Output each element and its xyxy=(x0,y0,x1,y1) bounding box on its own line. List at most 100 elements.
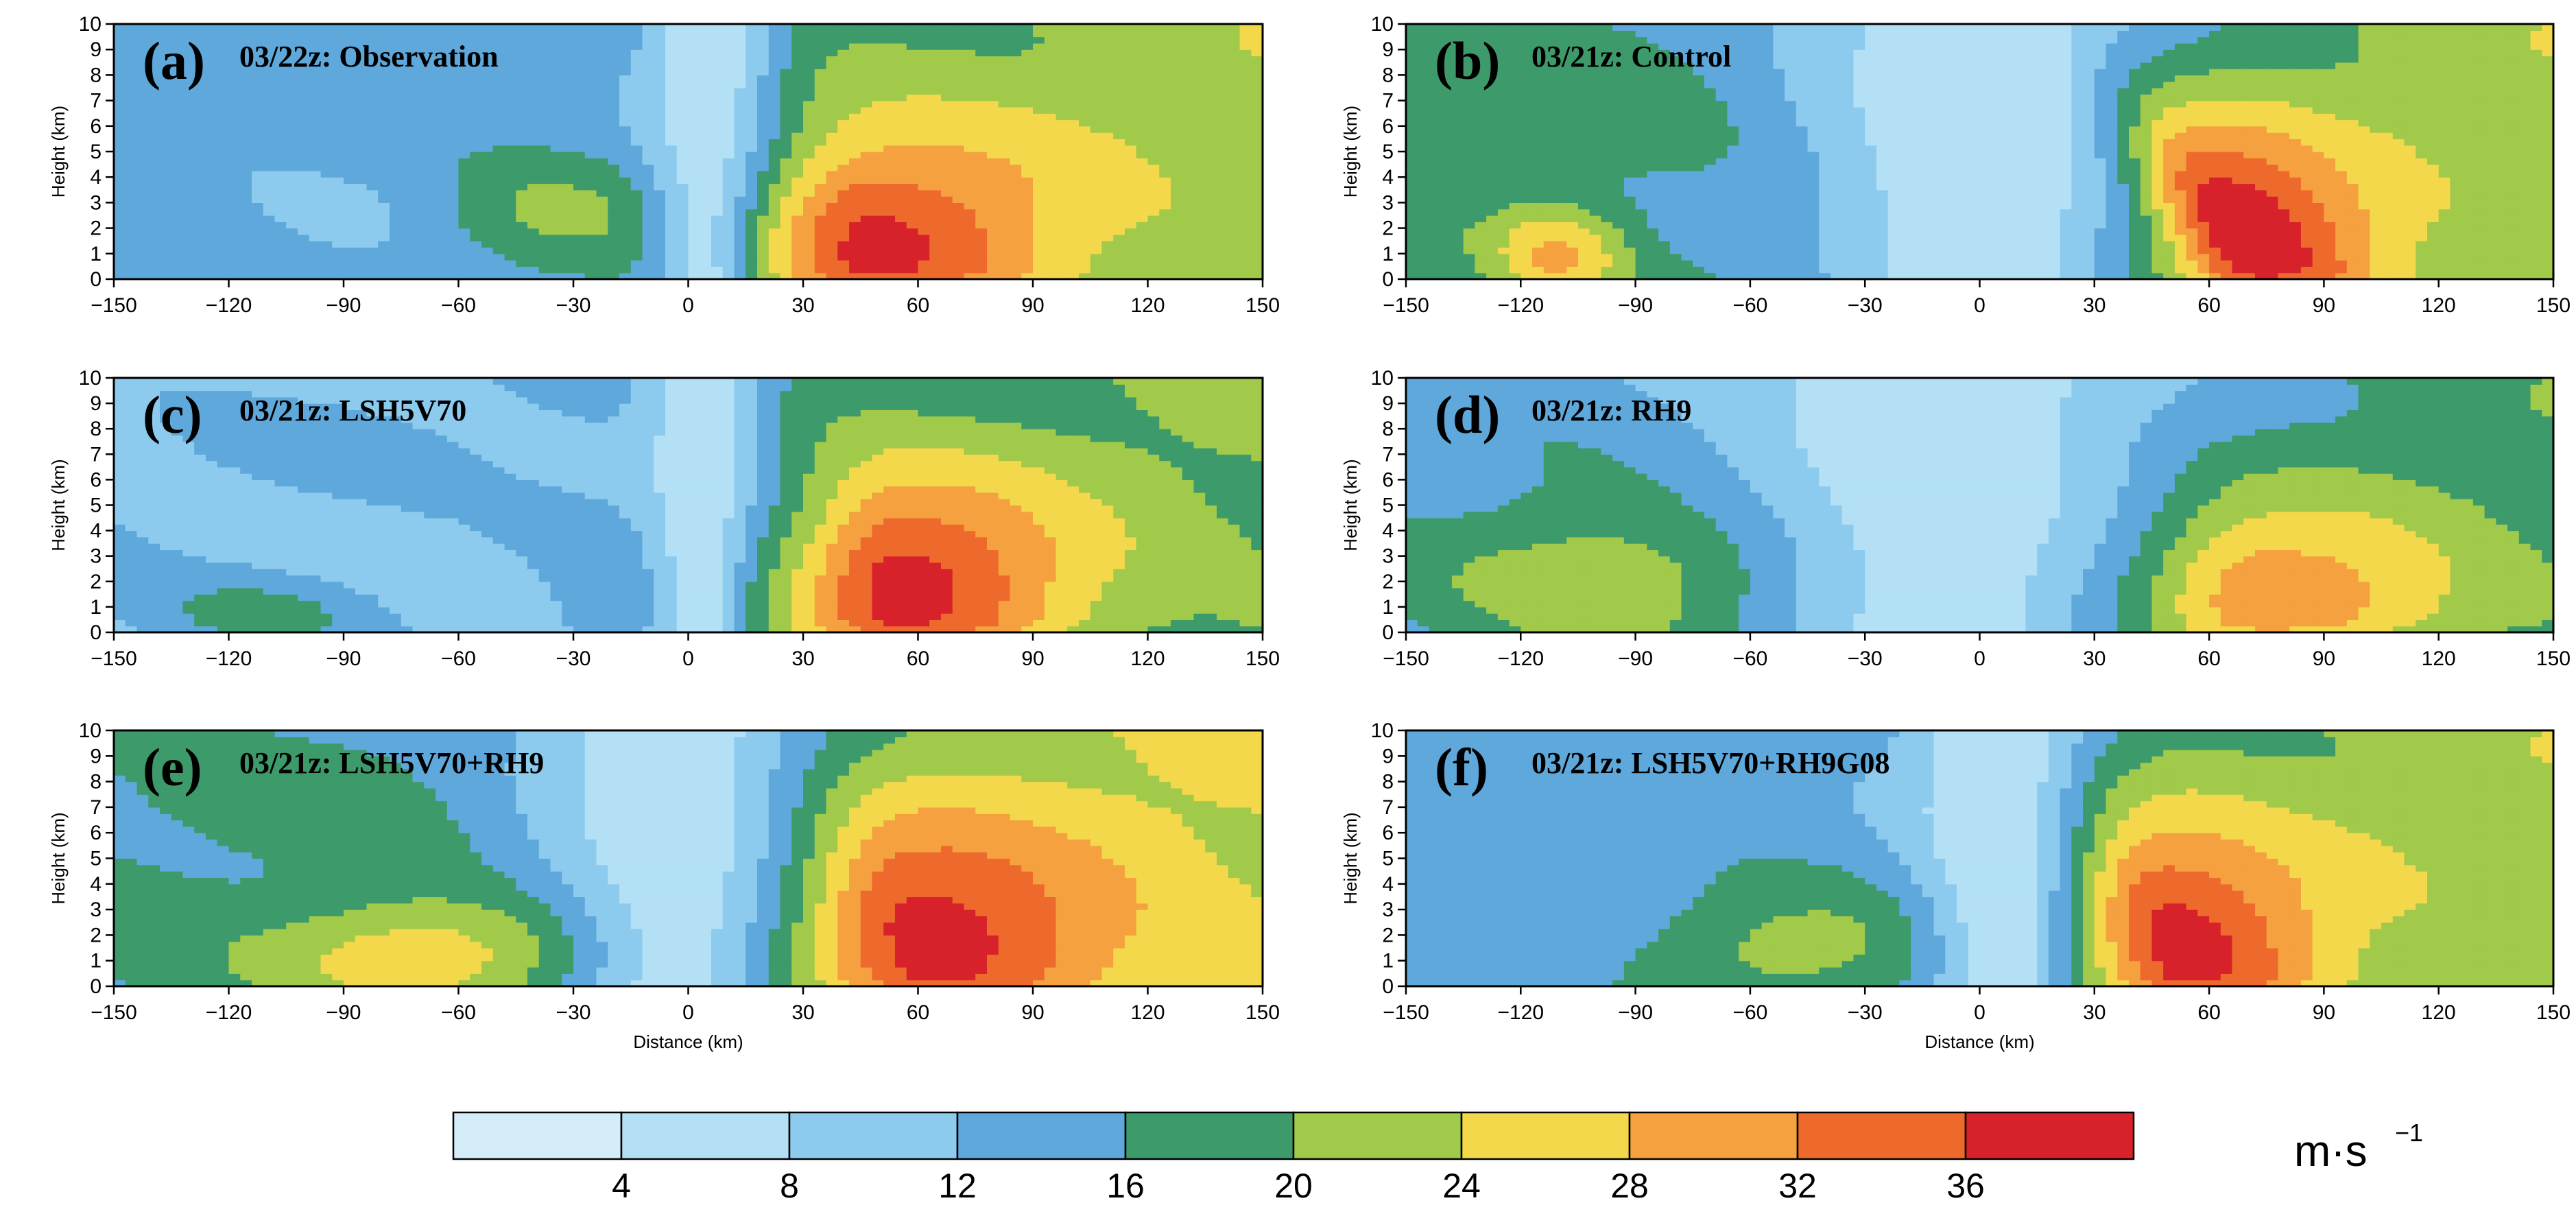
field-cell xyxy=(194,139,206,146)
field-cell xyxy=(1577,49,1590,57)
field-cell xyxy=(1475,43,1487,50)
field-cell xyxy=(320,253,333,261)
field-cell xyxy=(504,170,516,178)
field-cell xyxy=(1486,62,1499,69)
field-cell xyxy=(1406,234,1418,241)
field-cell xyxy=(1056,158,1068,165)
field-cell xyxy=(1520,88,1533,95)
field-cell xyxy=(929,152,942,158)
field-cell xyxy=(1497,100,1510,108)
field-cell xyxy=(309,253,322,261)
field-cell xyxy=(941,145,953,152)
field-cell xyxy=(114,30,126,38)
field-cell xyxy=(746,189,758,197)
field-cell xyxy=(1090,208,1103,216)
field-cell xyxy=(1417,266,1430,274)
field-cell xyxy=(1601,56,1613,63)
field-cell xyxy=(206,94,218,102)
field-cell xyxy=(1182,119,1195,127)
field-cell xyxy=(746,139,758,146)
field-cell xyxy=(309,24,322,31)
field-cell xyxy=(274,139,287,146)
field-cell xyxy=(860,132,873,139)
field-cell xyxy=(136,177,149,184)
field-cell xyxy=(1647,43,1659,50)
field-cell xyxy=(987,100,999,108)
y-tick-label: 3 xyxy=(90,191,102,214)
field-cell xyxy=(401,266,414,274)
field-cell xyxy=(814,81,827,88)
field-cell xyxy=(1171,170,1183,178)
field-cell xyxy=(1417,126,1430,133)
field-cell xyxy=(228,126,241,133)
field-cell xyxy=(964,158,976,165)
field-cell xyxy=(722,202,735,210)
field-cell xyxy=(814,62,827,69)
field-cell xyxy=(860,266,873,274)
field-cell xyxy=(274,228,287,235)
field-cell xyxy=(1021,228,1034,235)
field-cell xyxy=(217,183,230,191)
field-cell xyxy=(630,24,643,31)
field-cell xyxy=(1125,177,1137,184)
field-cell xyxy=(630,234,643,241)
field-cell xyxy=(114,241,126,248)
field-cell xyxy=(1417,132,1430,139)
field-cell xyxy=(286,177,298,184)
field-cell xyxy=(401,113,414,121)
field-cell xyxy=(584,139,597,146)
field-cell xyxy=(952,132,965,139)
field-cell xyxy=(837,43,850,50)
field-cell xyxy=(780,266,792,274)
field-cell xyxy=(1577,106,1590,114)
field-cell xyxy=(665,183,678,191)
field-cell xyxy=(608,69,620,75)
field-cell xyxy=(1635,208,1647,216)
field-cell xyxy=(470,100,482,108)
field-cell xyxy=(1520,49,1533,57)
field-cell xyxy=(114,272,126,280)
field-cell xyxy=(1669,158,1682,165)
field-cell xyxy=(252,253,264,261)
field-cell xyxy=(1612,260,1625,267)
field-cell xyxy=(309,139,322,146)
field-cell xyxy=(711,189,724,197)
field-cell xyxy=(1520,170,1533,178)
field-cell xyxy=(125,49,138,57)
field-cell xyxy=(665,145,678,152)
field-cell xyxy=(941,158,953,165)
field-cell xyxy=(504,189,516,197)
field-cell xyxy=(217,43,230,50)
field-cell xyxy=(1044,228,1057,235)
field-cell xyxy=(1486,222,1499,229)
field-cell xyxy=(918,62,930,69)
field-cell xyxy=(711,132,724,139)
field-cell xyxy=(619,177,632,184)
field-cell xyxy=(998,158,1011,165)
field-cell xyxy=(516,183,528,191)
field-cell xyxy=(194,119,206,127)
field-cell xyxy=(458,119,470,127)
field-cell xyxy=(1555,81,1567,88)
field-cell xyxy=(608,260,620,267)
field-cell xyxy=(1612,100,1625,108)
field-cell xyxy=(1406,183,1418,191)
field-cell xyxy=(263,228,276,235)
field-cell xyxy=(538,36,551,44)
field-cell xyxy=(757,106,770,114)
field-cell xyxy=(837,119,850,127)
field-cell xyxy=(1171,189,1183,197)
field-cell xyxy=(1159,152,1171,158)
field-cell xyxy=(1090,132,1103,139)
field-cell xyxy=(286,145,298,152)
field-cell xyxy=(584,145,597,152)
field-cell xyxy=(688,132,700,139)
field-cell xyxy=(378,43,390,50)
field-cell xyxy=(1147,260,1160,267)
field-cell xyxy=(309,158,322,165)
field-cell xyxy=(194,177,206,184)
field-cell xyxy=(918,145,930,152)
field-cell xyxy=(872,62,884,69)
field-cell xyxy=(424,266,436,274)
field-cell xyxy=(492,202,505,210)
